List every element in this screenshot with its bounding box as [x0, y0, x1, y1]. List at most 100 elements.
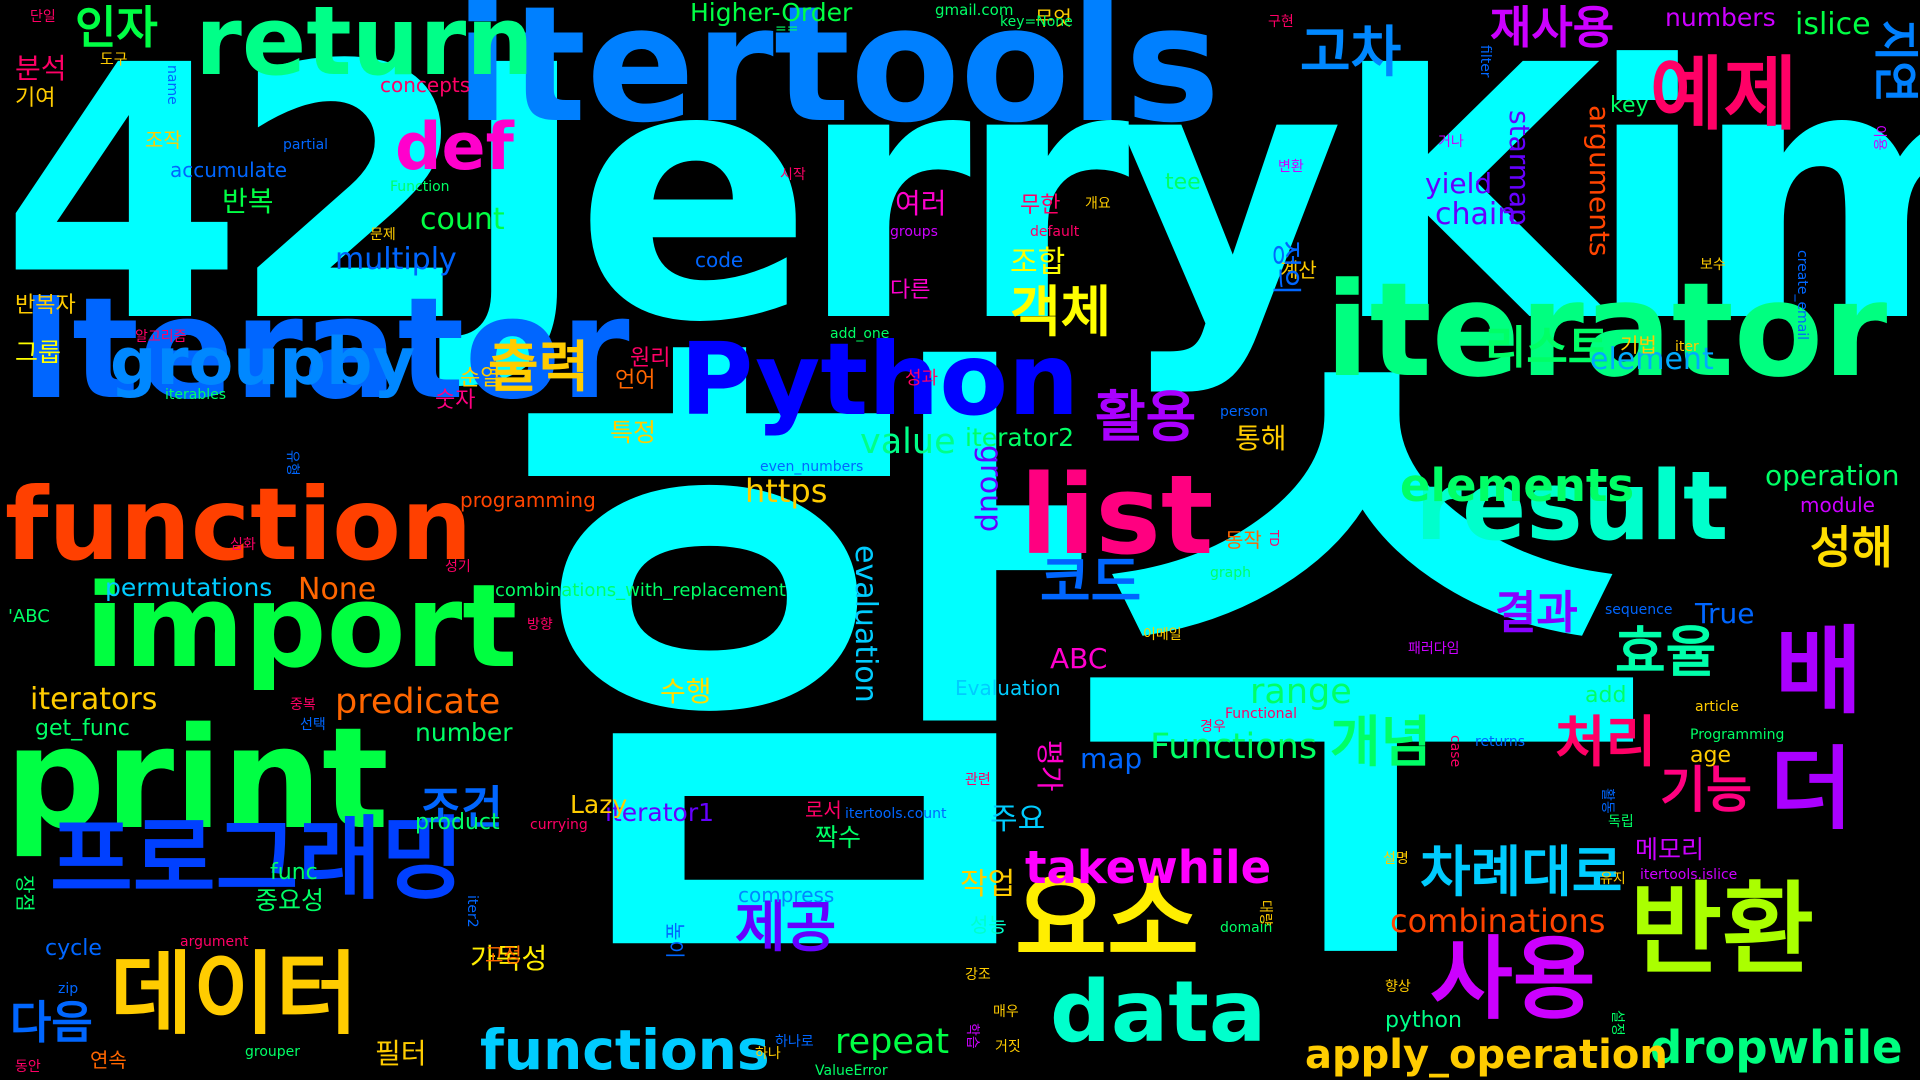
cloud-word-data: data [1050, 963, 1267, 1062]
cloud-word-ko-ace0-c815: 고정 [485, 943, 522, 967]
cloud-word-ko-d568-c218: 함수 [505, 297, 1657, 1042]
cloud-word-add-one: add_one [830, 326, 890, 342]
cloud-word-ko-b2e8-c77c: 단일 [30, 9, 56, 25]
cloud-word-ko-c7a5-c810: 장점 [13, 875, 37, 912]
cloud-word-key: key [1610, 93, 1649, 118]
cloud-word-ko-bc18-bcf5: 반복 [222, 185, 274, 218]
cloud-word-ko-c131-ae30: 성기 [445, 559, 471, 575]
cloud-word-dropwhile: dropwhile [1650, 1021, 1903, 1074]
cloud-word-return: return [195, 0, 534, 97]
cloud-word-ko-bc30: 배 [1775, 617, 1863, 727]
cloud-word-ko-c9dd-c218: 짝수 [815, 823, 862, 852]
cloud-word-ko-c218-d589: 수행 [660, 675, 712, 708]
cloud-word-python: Python [680, 321, 1080, 438]
cloud-word-ko-c22b-c790: 숫자 [435, 388, 476, 413]
cloud-word-ko-b2e4-b978: 다른 [890, 278, 931, 303]
cloud-word-result: result [1415, 452, 1729, 562]
cloud-word-gmail-com: gmail.com [935, 1, 1014, 19]
cloud-word-graph: graph [1210, 565, 1251, 581]
cloud-word-sequence: sequence [1605, 602, 1673, 618]
cloud-word-itertools-count: itertools.count [845, 806, 947, 822]
cloud-word-code: code [695, 248, 744, 272]
cloud-word-ko-acbd-c6b0: 경우 [1200, 719, 1226, 735]
cloud-word-ko-ae30-c5ec: 기여 [15, 86, 56, 111]
cloud-word-ko-c870-c791: 조작 [145, 128, 182, 152]
cloud-word-arguments: arguments [1583, 105, 1616, 257]
cloud-word-combinations-with-replacement: combinations_with_replacement [495, 580, 786, 601]
cloud-word-ko-d5a5-c0c1: 향상 [1385, 979, 1411, 995]
cloud-word-ko-d6a8-c728: 효율 [1615, 620, 1717, 684]
cloud-word-argument: argument [180, 934, 249, 950]
cloud-word-ko-c8fc-c694: 주요 [990, 802, 1046, 837]
cloud-word-ko-cd9c-b825: 출력 [488, 335, 590, 399]
cloud-word-ko-b370-c774-d130: 데이터 [110, 942, 359, 1047]
cloud-word-iterator2: iterator2 [965, 423, 1075, 452]
cloud-word-ko-c7ac-c0ac-c6a9: 재사용 [1490, 1, 1615, 54]
cloud-word-element: element [1590, 342, 1714, 377]
cloud-word-person: person [1220, 404, 1268, 420]
cloud-word-ko-cf54-b4dc: 코드 [1040, 550, 1142, 614]
cloud-word-true: True [1695, 597, 1755, 630]
cloud-word-iterator: Iterator [20, 268, 630, 431]
cloud-word-ko-d1b5-d574: 통해 [1235, 422, 1287, 455]
cloud-word-value: value [860, 422, 956, 462]
cloud-word-ko-b9e4-c6b0: 매우 [993, 1004, 1019, 1020]
cloud-word-accumulate: accumulate [170, 158, 288, 182]
cloud-word-ko-d65c-c6a9: 활용 [1095, 385, 1197, 449]
cloud-word-domain: domain [1220, 920, 1273, 936]
cloud-word-starmap: starmap [1503, 110, 1536, 226]
cloud-word-ko-b3c5-b9bd: 독립 [1608, 814, 1634, 830]
cloud-word-higher-order: Higher-Order [690, 0, 853, 27]
cloud-word-functional: Functional [1225, 706, 1298, 722]
cloud-word-ko-d558-b098: 하나 [755, 1046, 781, 1062]
cloud-word-ko-c21c-c5f4: 순열 [460, 366, 501, 391]
cloud-word-name: name [164, 65, 180, 105]
cloud-word-ko-ad00-b828: 관련 [965, 772, 991, 788]
cloud-word-programming: Programming [1690, 727, 1785, 743]
cloud-word-itertools-islice: itertools.islice [1640, 867, 1738, 883]
cloud-word-lazy: Lazy [570, 790, 628, 819]
cloud-word-https: https [745, 472, 828, 510]
cloud-word-multiply: multiply [335, 242, 457, 277]
cloud-word-itertools: itertools [455, 0, 1221, 158]
cloud-word-tee: tee [1165, 170, 1201, 195]
cloud-word-valueerror: ValueError [815, 1063, 888, 1079]
cloud-word-evaluation: Evaluation [955, 676, 1061, 700]
cloud-word-ko-cc28-b840-b300-b85c: 차례대로 [1420, 840, 1623, 904]
cloud-word-ko-c124-c815: 설정 [1609, 1010, 1625, 1036]
cloud-word-ko-cc98-b9ac: 처리 [1555, 710, 1657, 774]
cloud-word-ko-bc29-d5a5: 방향 [527, 617, 553, 633]
cloud-word-ko-bc18-bcf5-c790: 반복자 [15, 293, 76, 318]
cloud-word-age: age [1690, 743, 1731, 768]
cloud-word-numbers: numbers [1665, 3, 1776, 32]
cloud-word-ko-ac1d-ccb4: 객체 [1010, 280, 1112, 344]
cloud-word-func: func [270, 860, 318, 885]
cloud-word-count: count [420, 202, 505, 237]
cloud-word-ko-c608-c81c: 예제 [1650, 48, 1798, 141]
cloud-word-iterables: iterables [165, 387, 227, 403]
cloud-word-concepts: concepts [380, 73, 471, 97]
cloud-word-partial: partial [283, 137, 329, 153]
cloud-word-zip: zip [58, 981, 79, 997]
cloud-word-ko-ac1c-b150: 개념 [1330, 710, 1432, 774]
cloud-word-ko-c911-c694-c131: 중요성 [255, 886, 325, 915]
cloud-word-ko-bb38-c81c: 문제 [370, 227, 396, 243]
cloud-word-ko-c774-c6a9: 이용 [1871, 125, 1887, 151]
cloud-word-ko-b3c4-ad6c: 도구 [100, 50, 128, 68]
cloud-word-ko-d504-b85c-adf8-b798-bc0d: 프로그래밍 [50, 807, 464, 912]
cloud-word-ko-b192-c774: 높이 [663, 922, 687, 959]
cloud-word-ko-ae30-b2a5: 기능 [1660, 761, 1752, 819]
cloud-word-abc: ABC [1050, 642, 1108, 675]
cloud-word-number: number [415, 718, 513, 747]
cloud-word-ko-c5b8-c5b4: 언어 [615, 368, 656, 393]
cloud-word-ko-b3d9-c548: 동안 [15, 1059, 41, 1075]
cloud-word-takewhile: takewhile [1025, 841, 1272, 894]
cloud-word-iterator1: iterator1 [605, 798, 715, 827]
cloud-word-cycle: cycle [45, 936, 102, 961]
cloud-word-ko-bd84-c11d: 분석 [15, 52, 67, 85]
cloud-word-ko-c5ec-b7ec: 여러 [895, 187, 947, 220]
cloud-word-function: Function [390, 179, 450, 195]
cloud-word-ko-c131-d574: 성해 [1810, 521, 1893, 574]
cloud-word-ko-b354: 더 [1770, 737, 1853, 842]
